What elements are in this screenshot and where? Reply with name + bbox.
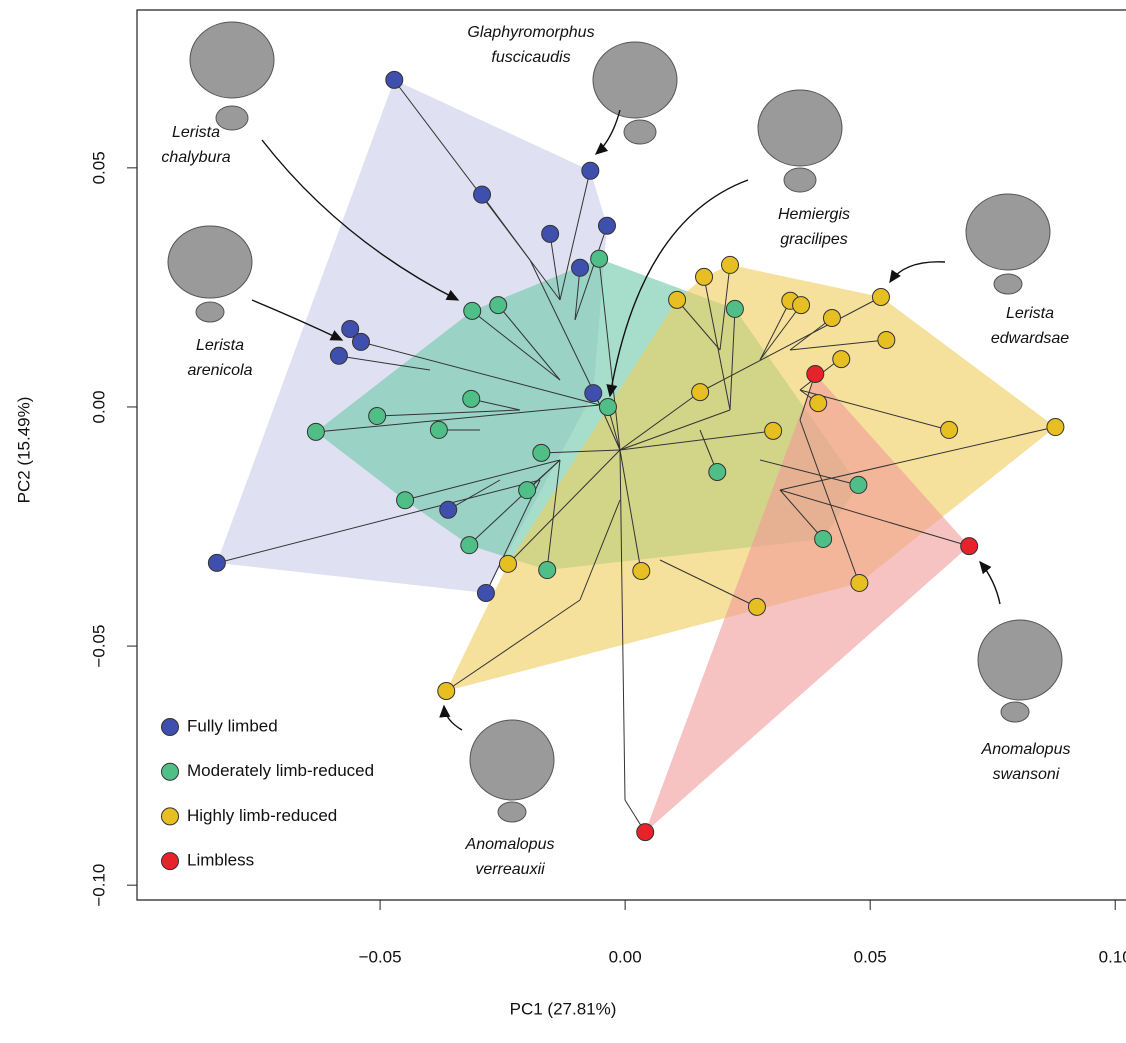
legend-label: Limbless <box>187 851 254 870</box>
point <box>832 350 851 369</box>
point <box>207 553 226 572</box>
point <box>877 331 896 350</box>
annotation: fuscicaudis <box>491 49 570 66</box>
annotation: swansoni <box>993 766 1060 783</box>
plot-frame <box>136 9 1126 901</box>
x-tick-label: −0.05 <box>359 947 402 966</box>
point <box>351 332 370 351</box>
point <box>695 267 714 286</box>
point <box>476 583 495 602</box>
point <box>960 537 979 556</box>
annotation: Lerista <box>196 337 244 354</box>
points <box>207 70 1065 842</box>
point <box>747 597 766 616</box>
point <box>764 421 783 440</box>
ear-renders <box>167 21 1063 823</box>
point <box>806 364 825 383</box>
point <box>462 389 481 408</box>
point <box>598 397 617 416</box>
y-tick-label: 0.00 <box>89 390 108 423</box>
point <box>429 420 448 439</box>
point <box>597 216 616 235</box>
point <box>691 383 710 402</box>
point <box>473 185 492 204</box>
arrows <box>251 109 1001 731</box>
point <box>721 255 740 274</box>
convex-hull <box>645 373 970 833</box>
x-tick-label: 0.05 <box>854 947 887 966</box>
x-axis-title: PC1 (27.81%) <box>510 999 617 1018</box>
legend-marker <box>161 807 179 826</box>
x-tick-label: 0.00 <box>609 947 642 966</box>
point <box>532 443 551 462</box>
point <box>396 491 415 510</box>
point <box>329 346 348 365</box>
point <box>725 299 744 318</box>
point <box>463 301 482 320</box>
point <box>871 287 890 306</box>
point <box>385 70 404 89</box>
point <box>498 554 517 573</box>
y-axis-title: PC2 (15.49%) <box>14 397 33 504</box>
annotation: verreauxii <box>475 861 545 878</box>
legend-marker <box>161 718 179 736</box>
legend-marker <box>161 762 179 781</box>
annotation: gracilipes <box>780 231 848 248</box>
annotation: edwardsae <box>991 330 1069 347</box>
annotation: Anomalopus <box>981 741 1071 758</box>
legend-label: Highly limb-reduced <box>187 806 337 825</box>
point <box>341 320 360 339</box>
legend-marker <box>161 852 179 871</box>
annotation: chalybura <box>161 149 230 166</box>
hulls <box>216 79 1056 833</box>
convex-hull <box>446 264 1056 692</box>
point <box>809 394 828 413</box>
point <box>940 420 959 439</box>
point <box>439 500 458 519</box>
legend-label: Moderately limb-reduced <box>187 761 374 780</box>
point <box>632 561 651 580</box>
point <box>368 407 387 426</box>
point <box>541 224 560 243</box>
point <box>571 258 590 277</box>
annotation: Glaphyromorphus <box>467 24 594 41</box>
point <box>518 481 537 500</box>
annotation: arenicola <box>188 362 253 379</box>
annotations: Glaphyromorphus fuscicaudis Lerista chal… <box>161 24 1070 878</box>
y-tick-label: −0.05 <box>89 625 108 668</box>
x-tick-label: 0.10 <box>1099 947 1126 966</box>
point <box>636 823 655 842</box>
point <box>814 529 833 548</box>
point <box>584 384 603 403</box>
point <box>437 682 456 701</box>
point <box>590 249 609 268</box>
annotation: Anomalopus <box>465 836 555 853</box>
point <box>849 475 868 494</box>
point <box>538 561 557 580</box>
point <box>306 422 325 441</box>
point <box>850 573 869 592</box>
point <box>708 462 727 481</box>
point <box>792 296 811 315</box>
annotation: Hemiergis <box>778 206 850 223</box>
y-tick-label: 0.05 <box>89 151 108 184</box>
annotation: Lerista <box>172 124 220 141</box>
point <box>822 309 841 328</box>
legend-label: Fully limbed <box>187 716 278 735</box>
annotation: Lerista <box>1006 305 1054 322</box>
point <box>668 290 687 309</box>
point <box>1046 418 1065 437</box>
point <box>489 296 508 315</box>
point <box>460 536 479 555</box>
point <box>581 161 600 180</box>
y-tick-label: −0.10 <box>89 864 108 907</box>
